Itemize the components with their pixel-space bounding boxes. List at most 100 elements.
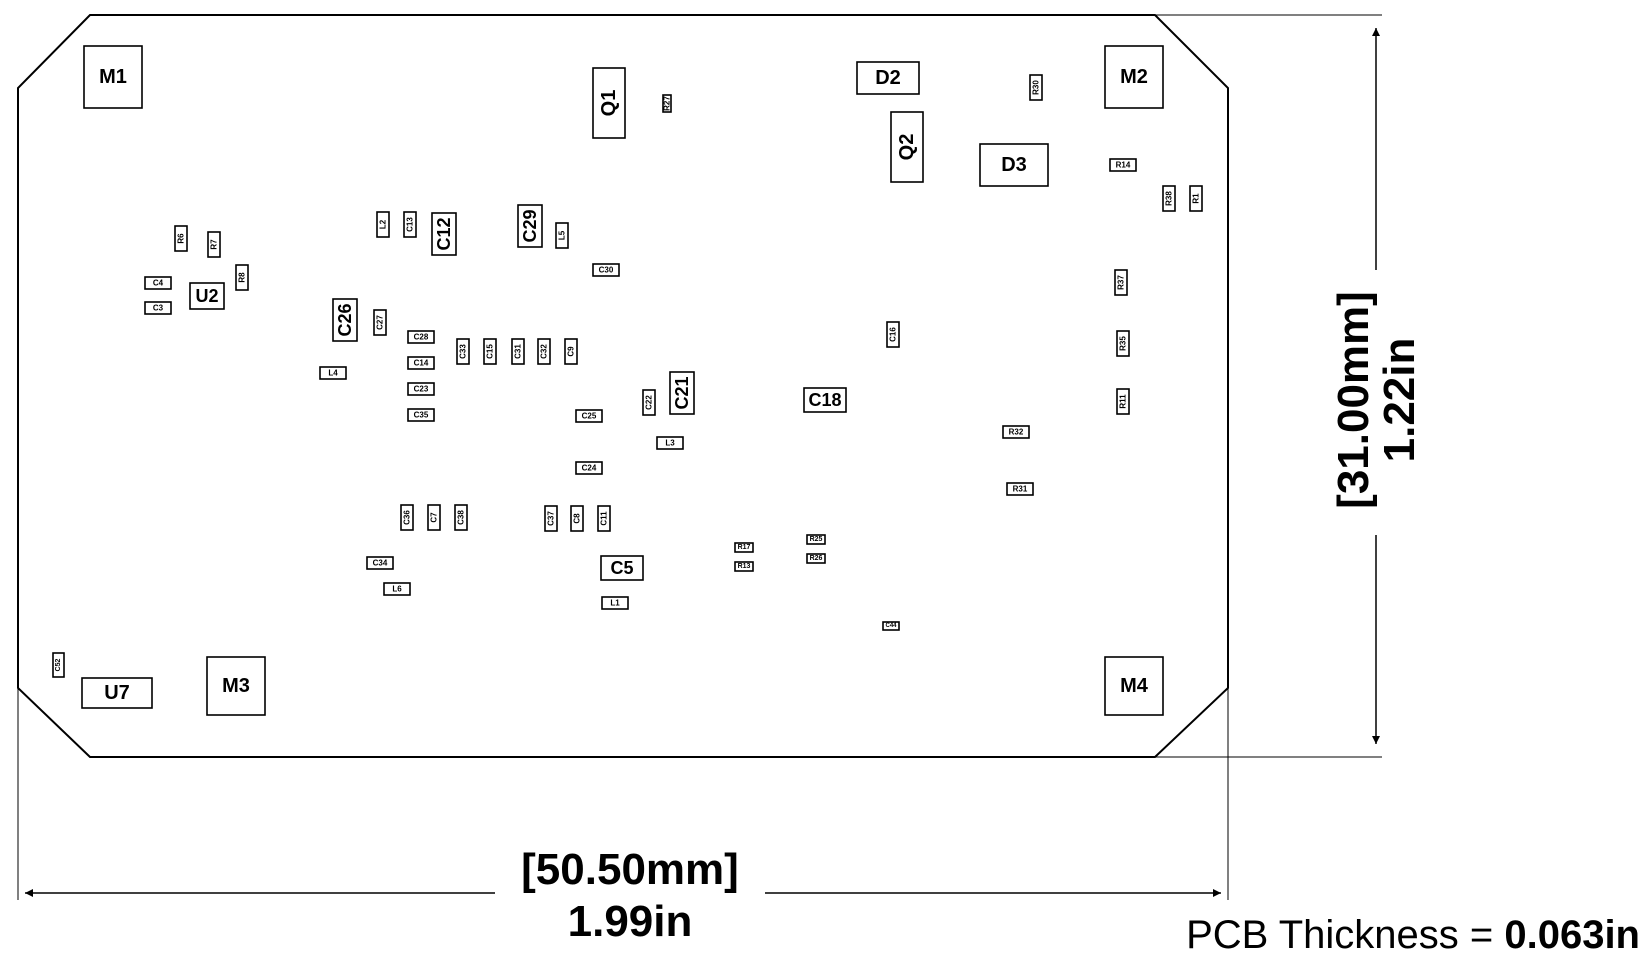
component-r27: R27: [662, 94, 672, 113]
component-footprint: [400, 504, 414, 531]
pcb-thickness-value: 0.063in: [1504, 913, 1640, 957]
component-footprint: [537, 338, 551, 365]
component-designator: C11: [600, 511, 609, 526]
component-footprint: [806, 534, 826, 545]
component-c24: C24: [575, 461, 603, 475]
component-designator: R32: [1009, 428, 1024, 437]
component-c23: C23: [407, 382, 435, 396]
component-r37: R37: [1114, 269, 1128, 296]
component-designator: L4: [328, 369, 338, 378]
height-mm-label: [31.00mm]: [1329, 291, 1378, 509]
height-inch-label: 1.22in: [1375, 338, 1424, 463]
component-designator: R7: [210, 239, 219, 250]
board-outline: [17, 14, 1229, 758]
component-designator: C24: [582, 464, 597, 473]
component-footprint: [319, 366, 347, 380]
component-designator: C5: [610, 558, 633, 578]
component-footprint: [383, 582, 411, 596]
component-designator: R35: [1119, 336, 1128, 351]
component-c8: C8: [570, 505, 584, 532]
component-r11: R11: [1116, 388, 1130, 415]
component-c32: C32: [537, 338, 551, 365]
component-c5: C5: [600, 555, 644, 581]
component-r35: R35: [1116, 330, 1130, 357]
width-mm-label: [50.50mm]: [521, 845, 739, 894]
component-designator: R6: [177, 233, 186, 244]
component-designator: C29: [520, 209, 540, 242]
component-designator: R38: [1165, 191, 1174, 206]
component-footprint: [206, 656, 266, 716]
component-designator: C34: [373, 559, 388, 568]
component-footprint: [517, 204, 543, 248]
component-footprint: [1029, 74, 1043, 101]
component-designator: C7: [430, 512, 439, 523]
component-designator: D2: [875, 67, 901, 89]
component-footprint: [1104, 656, 1164, 716]
component-l3: L3: [656, 436, 684, 450]
component-footprint: [431, 212, 457, 256]
component-r30: R30: [1029, 74, 1043, 101]
component-designator: L5: [558, 230, 567, 240]
component-c14: C14: [407, 356, 435, 370]
component-r26: R26: [806, 553, 826, 564]
component-footprint: [1104, 45, 1164, 109]
component-r32: R32: [1002, 425, 1030, 439]
component-c7: C7: [427, 504, 441, 531]
component-c31: C31: [511, 338, 525, 365]
component-designator: C32: [540, 344, 549, 359]
component-designator: R25: [810, 536, 823, 543]
component-r25: R25: [806, 534, 826, 545]
width-inch-label: 1.99in: [568, 897, 693, 946]
component-r14: R14: [1109, 158, 1137, 172]
component-c37: C37: [544, 505, 558, 532]
component-c29: C29: [517, 204, 543, 248]
component-c30: C30: [592, 263, 620, 277]
component-r6: R6: [174, 225, 188, 252]
component-footprint: [592, 67, 626, 139]
component-r17: R17: [734, 542, 754, 553]
component-designator: R1: [1192, 193, 1201, 204]
component-footprint: [669, 371, 695, 415]
component-l6: L6: [383, 582, 411, 596]
component-designator: R13: [738, 563, 751, 570]
component-r31: R31: [1006, 482, 1034, 496]
component-footprint: [235, 264, 249, 291]
component-designator: C16: [889, 327, 898, 342]
component-footprint: [890, 111, 924, 183]
component-footprint: [52, 652, 65, 678]
component-footprint: [189, 282, 225, 310]
component-designator: C8: [573, 513, 582, 524]
component-designator: C38: [457, 510, 466, 525]
component-designator: R17: [738, 544, 751, 551]
component-designator: M4: [1120, 675, 1149, 697]
component-d3: D3: [979, 143, 1049, 187]
component-footprint: [174, 225, 188, 252]
component-footprint: [656, 436, 684, 450]
component-designator: R37: [1117, 275, 1126, 290]
component-footprint: [734, 561, 754, 572]
component-footprint: [511, 338, 525, 365]
component-designator: D3: [1001, 154, 1027, 176]
component-designator: C9: [567, 346, 576, 357]
component-footprint: [81, 677, 153, 709]
component-designator: C13: [406, 217, 415, 232]
component-footprint: [886, 321, 900, 348]
component-c16: C16: [886, 321, 900, 348]
component-designator: C14: [414, 359, 429, 368]
component-designator: C52: [55, 658, 62, 671]
component-c34: C34: [366, 556, 394, 570]
component-footprint: [1006, 482, 1034, 496]
component-m3: M3: [206, 656, 266, 716]
component-c28: C28: [407, 330, 435, 344]
component-footprint: [1116, 388, 1130, 415]
component-designator: U2: [195, 286, 218, 306]
component-designator: C4: [153, 279, 164, 288]
component-designator: C3: [153, 304, 164, 313]
component-footprint: [979, 143, 1049, 187]
component-footprint: [376, 211, 390, 238]
component-designator: C15: [486, 344, 495, 359]
component-footprint: [366, 556, 394, 570]
component-c3: C3: [144, 301, 172, 315]
component-l1: L1: [601, 596, 629, 610]
component-designator: C44: [885, 623, 897, 629]
